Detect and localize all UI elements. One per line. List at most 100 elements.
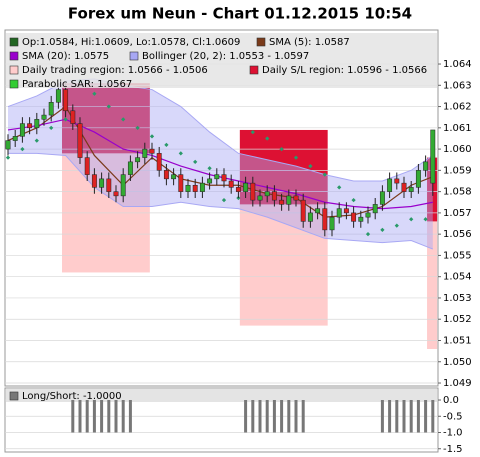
long-short-bar xyxy=(287,400,291,433)
legend-swatch xyxy=(256,37,266,47)
sar-dot xyxy=(279,146,284,152)
sar-dot xyxy=(5,155,11,160)
candle-body xyxy=(127,161,133,175)
y-tick-label: 1.049 xyxy=(443,378,472,389)
panel-y-tick-label: -0.5 xyxy=(443,411,463,422)
sar-dot xyxy=(337,185,342,190)
candle-body xyxy=(5,140,11,150)
candle-body xyxy=(271,191,277,201)
candle-body xyxy=(336,208,342,218)
long-short-bar xyxy=(92,400,96,433)
candle-body xyxy=(329,216,335,231)
long-short-bar xyxy=(380,400,384,433)
candle-body xyxy=(423,161,429,171)
candle-body xyxy=(264,191,270,197)
y-tick-label: 1.055 xyxy=(443,250,472,261)
long-short-bar xyxy=(272,400,276,433)
candle-body xyxy=(178,174,184,192)
legend-box xyxy=(6,33,437,88)
candle-body xyxy=(163,170,169,180)
candle-body xyxy=(365,212,371,218)
candle-body xyxy=(300,199,306,222)
long-short-bar xyxy=(388,400,392,433)
sar-dot xyxy=(351,198,356,203)
panel-y-tick-label: -1.5 xyxy=(443,444,463,455)
candle-body xyxy=(214,174,220,180)
candle-body xyxy=(408,187,414,192)
panel-y-tick-label: 0.0 xyxy=(443,395,459,406)
long-short-bar xyxy=(244,400,248,433)
candle-body xyxy=(257,195,263,201)
sl-region xyxy=(62,83,150,154)
sar-dot xyxy=(63,117,68,122)
legend-swatch xyxy=(9,79,19,89)
y-tick-label: 1.060 xyxy=(443,144,472,155)
legend-label: Op:1.0584, Hi:1.0609, Lo:1.0578, Cl:1.06… xyxy=(22,37,240,48)
long-short-bar xyxy=(395,400,399,433)
candle-body xyxy=(343,208,349,214)
long-short-bar xyxy=(100,400,104,433)
candle-body xyxy=(351,212,357,222)
candle-body xyxy=(293,195,299,201)
candle-body xyxy=(27,123,33,129)
y-tick-label: 1.064 xyxy=(443,59,472,70)
y-tick-label: 1.058 xyxy=(443,187,472,198)
sar-dot xyxy=(423,217,428,222)
sl-region xyxy=(427,157,438,222)
candle-body xyxy=(243,182,249,192)
y-tick-label: 1.057 xyxy=(443,208,472,219)
y-tick-label: 1.050 xyxy=(443,357,472,368)
sar-dot xyxy=(322,172,327,177)
sar-dot xyxy=(308,163,313,169)
sar-dot xyxy=(149,134,155,139)
candle-body xyxy=(135,157,141,163)
y-tick-label: 1.061 xyxy=(443,123,472,134)
long-short-bar xyxy=(280,400,284,433)
long-short-bar xyxy=(409,400,413,433)
candle-body xyxy=(77,123,83,158)
sar-dot xyxy=(106,104,111,109)
y-tick-label: 1.062 xyxy=(443,102,472,113)
long-short-bar xyxy=(402,400,406,433)
long-short-bar xyxy=(107,400,111,433)
candle-body xyxy=(41,114,47,120)
y-tick-label: 1.063 xyxy=(443,80,472,91)
sar-dot xyxy=(409,217,414,222)
long-short-bar xyxy=(258,400,262,433)
sar-dot xyxy=(92,91,97,96)
candle-body xyxy=(401,182,407,192)
candle-body xyxy=(315,208,321,214)
sar-dot xyxy=(221,198,227,203)
legend-swatch xyxy=(129,51,139,61)
sar-dot xyxy=(265,136,270,141)
candle-body xyxy=(48,102,54,116)
sar-dot xyxy=(34,138,39,143)
candle-body xyxy=(430,129,436,184)
candle-body xyxy=(207,178,213,184)
trading-region xyxy=(427,221,438,349)
band-fill xyxy=(8,78,433,250)
candle-body xyxy=(99,178,105,188)
candle-body xyxy=(322,208,328,231)
long-short-bar xyxy=(301,400,305,433)
sar-dot xyxy=(193,159,198,164)
sar-dot xyxy=(135,125,140,130)
legend-label: SMA (20): 1.0575 xyxy=(22,51,109,62)
candle-body xyxy=(358,216,364,222)
sar-dot xyxy=(394,223,399,228)
candle-body xyxy=(19,123,25,137)
candle-body xyxy=(415,170,421,188)
candle-body xyxy=(235,187,241,192)
panel-legend-box xyxy=(6,389,437,402)
long-short-bar xyxy=(431,400,435,433)
candle-body xyxy=(228,180,234,188)
sar-dot xyxy=(380,227,385,233)
sar-dot xyxy=(207,166,212,171)
candle-body xyxy=(250,182,256,201)
candle-body xyxy=(84,157,90,175)
candle-body xyxy=(372,204,378,214)
bollinger-lower xyxy=(8,152,433,250)
candle-body xyxy=(70,110,76,124)
long-short-bar xyxy=(121,400,125,433)
